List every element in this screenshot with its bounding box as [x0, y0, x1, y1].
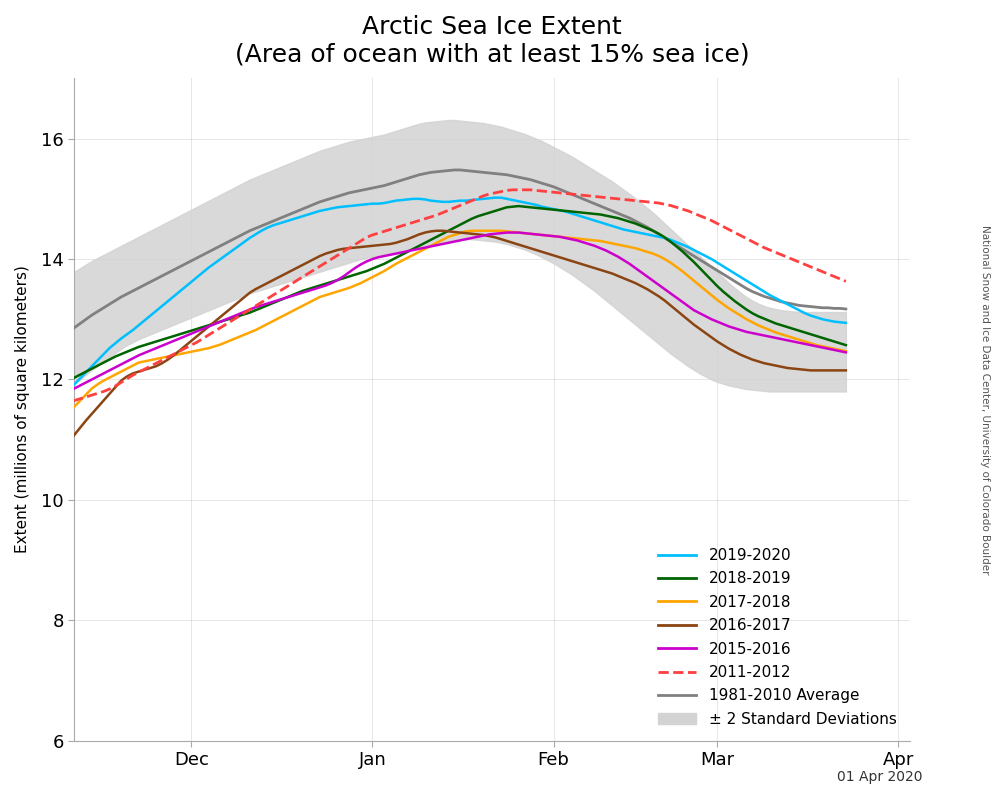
Legend: 2019-2020, 2018-2019, 2017-2018, 2016-2017, 2015-2016, 2011-2012, 1981-2010 Aver: 2019-2020, 2018-2019, 2017-2018, 2016-20… [652, 542, 903, 733]
Text: National Snow and Ice Data Center, University of Colorado Boulder: National Snow and Ice Data Center, Unive… [980, 226, 990, 574]
Text: 01 Apr 2020: 01 Apr 2020 [837, 770, 923, 784]
Y-axis label: Extent (millions of square kilometers): Extent (millions of square kilometers) [15, 266, 30, 554]
Title: Arctic Sea Ice Extent
(Area of ocean with at least 15% sea ice): Arctic Sea Ice Extent (Area of ocean wit… [235, 15, 750, 67]
